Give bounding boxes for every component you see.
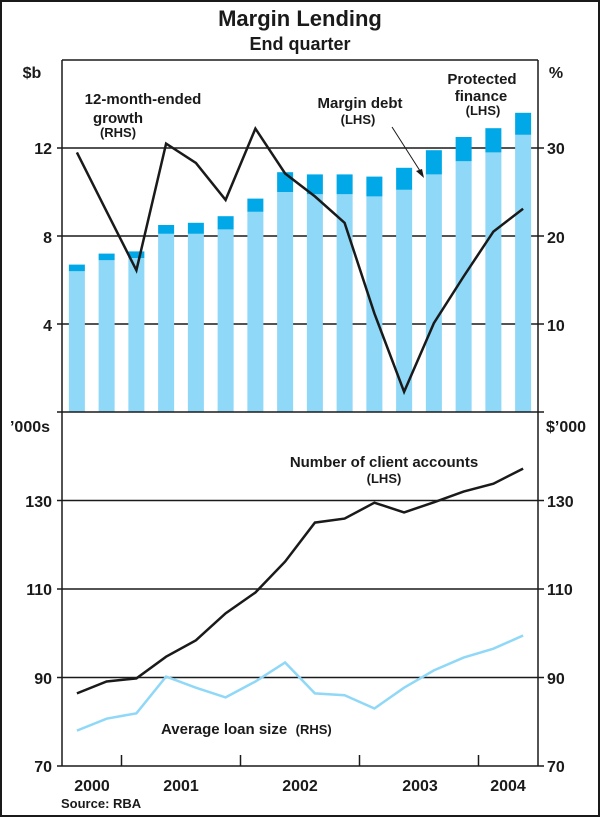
bottom-left-axis-unit: ’000s — [10, 419, 50, 436]
bar-margin-debt — [425, 174, 442, 412]
bar-margin-debt — [336, 194, 353, 412]
top-right-tick-20: 20 — [547, 230, 565, 247]
annotation-protected-line2: finance — [455, 88, 508, 105]
bar-margin-debt — [68, 271, 85, 412]
line-average-loan-size — [76, 634, 524, 732]
bar-margin-debt — [98, 260, 115, 412]
top-left-tick-4: 4 — [43, 318, 52, 335]
bar-protected-finance — [128, 251, 145, 258]
bottom-left-tick-110: 110 — [26, 582, 52, 599]
bar-margin-debt — [396, 189, 413, 412]
top-right-axis-unit: % — [549, 65, 563, 82]
bar-margin-debt — [128, 258, 145, 412]
line-client-accounts — [76, 467, 524, 695]
bar-protected-finance — [158, 225, 175, 234]
bottom-left-tick-130: 130 — [25, 494, 52, 511]
x-tick-2004: 2004 — [490, 778, 526, 795]
annotation-loan-suffix: (RHS) — [296, 722, 332, 737]
annotation-growth-line2: growth — [93, 110, 143, 127]
bar-margin-debt — [485, 152, 502, 412]
bar-margin-debt — [366, 196, 383, 412]
source-note: Source: RBA — [61, 796, 142, 811]
bar-margin-debt — [158, 233, 175, 412]
bar-protected-finance — [217, 216, 234, 230]
bar-protected-finance — [485, 128, 502, 153]
bar-margin-debt — [187, 233, 204, 412]
annotation-accounts-line1: Number of client accounts — [290, 454, 478, 471]
bottom-left-tick-90: 90 — [34, 671, 52, 688]
bar-protected-finance — [336, 174, 353, 195]
x-tick-2002: 2002 — [282, 778, 318, 795]
bars — [68, 112, 532, 413]
line-growth — [75, 125, 524, 396]
bottom-right-axis-unit: $’000 — [546, 419, 586, 436]
x-tick-2003: 2003 — [402, 778, 438, 795]
lines — [75, 125, 524, 732]
bar-protected-finance — [277, 172, 294, 192]
bar-protected-finance — [306, 174, 323, 195]
axes — [57, 59, 544, 767]
bottom-right-tick-110: 110 — [547, 582, 573, 599]
bar-margin-debt — [306, 194, 323, 412]
bar-protected-finance — [247, 198, 264, 212]
annotation-growth-line3: (RHS) — [100, 125, 136, 140]
bar-margin-debt — [217, 229, 234, 412]
bar-protected-finance — [68, 264, 85, 272]
bar-margin-debt — [455, 161, 472, 412]
bottom-left-tick-70: 70 — [34, 759, 52, 776]
bar-margin-debt — [247, 211, 264, 412]
bottom-right-tick-90: 90 — [547, 671, 565, 688]
annotation-margin-debt-line2: (LHS) — [341, 112, 376, 127]
bar-protected-finance — [425, 150, 442, 175]
margin-debt-arrow — [391, 126, 424, 178]
annotation-margin-debt-line1: Margin debt — [318, 95, 403, 112]
top-left-tick-8: 8 — [43, 230, 52, 247]
bottom-right-tick-130: 130 — [547, 494, 574, 511]
annotation-accounts-line2: (LHS) — [367, 471, 402, 486]
bottom-right-tick-70: 70 — [547, 759, 565, 776]
top-left-axis-unit: $b — [23, 65, 42, 82]
chart-title: Margin Lending — [218, 6, 382, 31]
x-tick-2001: 2001 — [163, 778, 199, 795]
x-tick-2000: 2000 — [74, 778, 110, 795]
annotation-protected-line3: (LHS) — [466, 103, 501, 118]
chart-subtitle: End quarter — [249, 34, 350, 54]
bar-protected-finance — [396, 167, 413, 190]
bar-protected-finance — [366, 176, 383, 197]
annotation-growth-line1: 12-month-ended — [85, 91, 202, 108]
bar-protected-finance — [455, 137, 472, 162]
bar-protected-finance — [187, 222, 204, 234]
top-left-tick-12: 12 — [34, 141, 52, 158]
annotation-loan: Average loan size (RHS) — [161, 721, 332, 738]
annotation-protected-line1: Protected — [447, 71, 516, 88]
top-right-tick-30: 30 — [547, 141, 565, 158]
bar-margin-debt — [277, 192, 294, 412]
top-right-tick-10: 10 — [547, 318, 565, 335]
bar-protected-finance — [98, 253, 115, 261]
bar-protected-finance — [515, 112, 532, 135]
bar-margin-debt — [515, 134, 532, 413]
annotation-loan-main: Average loan size — [161, 721, 287, 738]
